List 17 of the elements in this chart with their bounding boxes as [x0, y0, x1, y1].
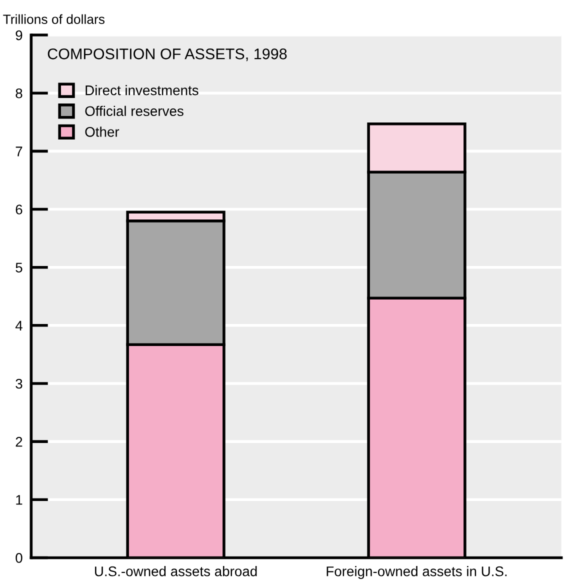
x-tick-label: U.S.-owned assets abroad	[95, 566, 257, 576]
y-tick-label: 4	[15, 320, 22, 330]
y-tick-label: 1	[16, 495, 22, 505]
legend-label: Other	[85, 126, 120, 137]
legend-label: Direct investments	[86, 85, 198, 96]
legend-label: Official reserves	[85, 106, 184, 116]
x-tick-label: Foreign-owned assets in U.S.	[326, 566, 507, 579]
y-tick-label: 9	[16, 30, 22, 40]
y-tick-label: 5	[16, 262, 22, 273]
y-tick-label: 2	[16, 436, 22, 447]
y-tick-label: 8	[16, 88, 22, 98]
y-axis-title: Trillions of dollars	[3, 14, 105, 24]
text: COMPOSITION OF ASSETS, 1998	[48, 48, 287, 62]
y-tick-label: 6	[16, 204, 22, 214]
y-tick-label: 0	[16, 553, 22, 563]
y-tick-label: 3	[16, 378, 22, 389]
y-tick-label: 7	[16, 146, 22, 156]
